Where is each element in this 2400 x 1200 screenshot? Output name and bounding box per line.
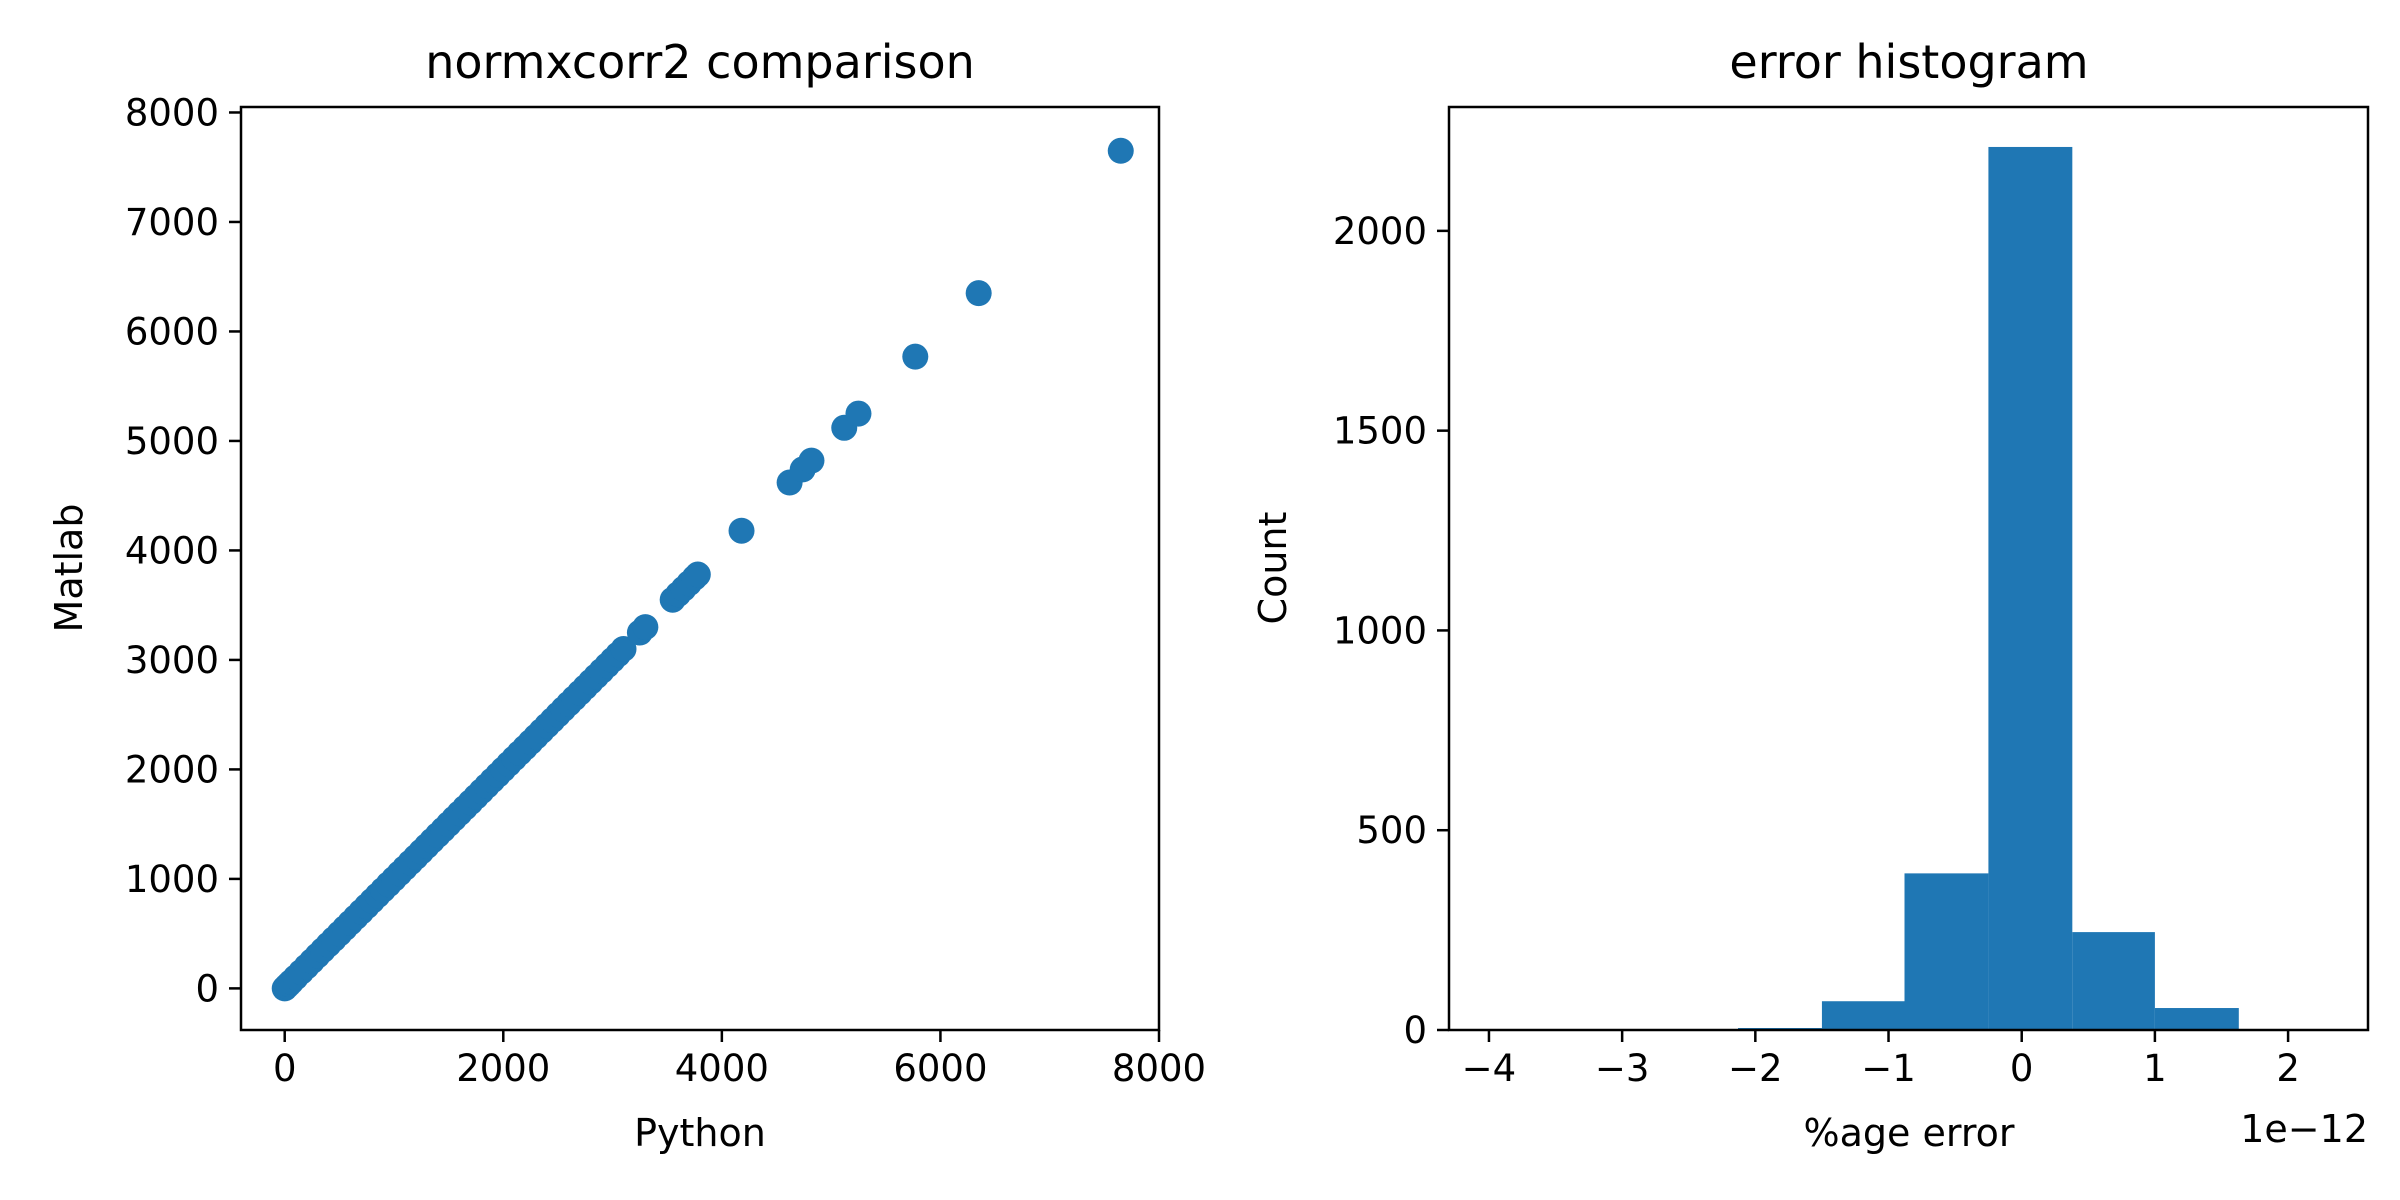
scatter-point	[845, 400, 872, 427]
histogram-bar	[1821, 1001, 1905, 1030]
scatter-x-tick-label: 2000	[456, 1047, 550, 1090]
scatter-x-tick-label: 0	[273, 1047, 297, 1090]
scatter-y-tick-label: 3000	[125, 639, 219, 682]
scatter-y-label: Matlab	[47, 504, 91, 633]
scatter-panel: normxcorr2 comparison 0 2000 4000 6000 8000 …	[47, 35, 1206, 1155]
scatter-y-tick-label: 1000	[125, 858, 219, 901]
histogram-x-label: %age error	[1804, 1111, 2015, 1155]
scatter-y-tick-label: 2000	[125, 748, 219, 791]
histogram-bar	[2072, 932, 2155, 1030]
histogram-x-tick-label: 1	[2143, 1047, 2167, 1090]
histogram-y-label: Count	[1251, 512, 1295, 625]
histogram-x-tick-label: −3	[1595, 1047, 1650, 1090]
scatter-point	[1107, 137, 1134, 164]
histogram-x-tick-label: −1	[1861, 1047, 1916, 1090]
scatter-points	[271, 137, 1134, 1002]
scatter-point	[610, 635, 637, 662]
scatter-title: normxcorr2 comparison	[425, 35, 975, 89]
scatter-x-axis: 0 2000 4000 6000 8000	[273, 1030, 1206, 1090]
scatter-point	[728, 517, 755, 544]
histogram-bar	[1988, 146, 2073, 1030]
histogram-x-tick-label: 2	[2276, 1047, 2300, 1090]
scatter-y-tick-label: 0	[195, 967, 219, 1010]
scatter-y-tick-label: 4000	[125, 529, 219, 572]
scatter-x-label: Python	[634, 1111, 766, 1155]
scatter-point	[965, 280, 992, 307]
histogram-x-scale-label: 1e−12	[2240, 1107, 2368, 1151]
histogram-bar	[2154, 1008, 2239, 1030]
histogram-plot-frame	[1447, 105, 2370, 1032]
scatter-point	[798, 447, 825, 474]
scatter-plot-frame	[239, 105, 1161, 1032]
scatter-x-tick-label: 6000	[893, 1047, 987, 1090]
scatter-point	[632, 614, 659, 641]
histogram-x-tick-label: 0	[2010, 1047, 2034, 1090]
scatter-point	[902, 343, 929, 370]
scatter-x-tick-label: 4000	[675, 1047, 769, 1090]
scatter-x-tick-label: 8000	[1112, 1047, 1206, 1090]
histogram-y-tick-label: 1500	[1333, 410, 1427, 453]
histogram-y-tick-label: 2000	[1333, 210, 1427, 253]
histogram-panel: error histogram −4 −3 −2 −1 0 1 2 0 500 1000 1500…	[1251, 35, 2370, 1155]
scatter-point	[684, 561, 711, 588]
scatter-y-tick-label: 8000	[125, 91, 219, 134]
scatter-y-tick-label: 7000	[125, 201, 219, 244]
histogram-x-tick-label: −2	[1728, 1047, 1783, 1090]
scatter-y-tick-label: 5000	[125, 420, 219, 463]
histogram-bars	[1738, 146, 2239, 1030]
scatter-y-axis: 0 1000 2000 3000 4000 5000 6000 7000 8000	[125, 91, 241, 1010]
histogram-y-tick-label: 500	[1356, 809, 1427, 852]
histogram-x-tick-label: −4	[1462, 1047, 1517, 1090]
histogram-y-axis: 0 500 1000 1500 2000	[1333, 210, 1449, 1052]
histogram-y-tick-label: 0	[1403, 1009, 1427, 1052]
histogram-y-tick-label: 1000	[1333, 609, 1427, 652]
histogram-bar	[1904, 873, 1989, 1030]
histogram-x-axis: −4 −3 −2 −1 0 1 2	[1462, 1030, 2300, 1090]
scatter-y-tick-label: 6000	[125, 310, 219, 353]
histogram-title: error histogram	[1729, 35, 2088, 89]
